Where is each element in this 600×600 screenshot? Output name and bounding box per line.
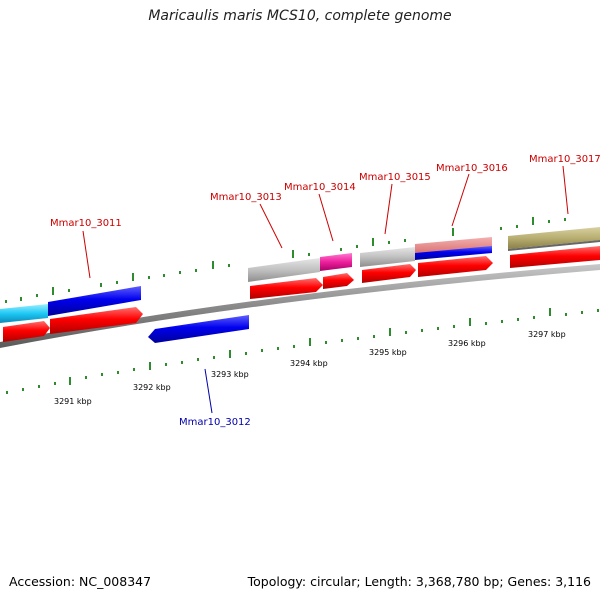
feature-track — [0, 227, 600, 323]
gene-label-3016[interactable]: Mmar10_3016 — [436, 163, 508, 174]
feature-magenta-3014[interactable] — [320, 253, 352, 271]
gene-red-3015[interactable] — [362, 264, 416, 283]
feature-olive-underline — [508, 240, 600, 251]
gene-label-3014[interactable]: Mmar10_3014 — [284, 182, 356, 193]
ruler-label-3293: 3293 kbp — [211, 370, 249, 379]
gene-red-3013[interactable] — [250, 278, 323, 299]
gene-red-3014[interactable] — [323, 273, 354, 289]
genome-title: Maricaulis maris MCS10, complete genome — [148, 8, 452, 24]
outer-ruler-ticks — [5, 217, 566, 303]
feature-blue-3011[interactable] — [48, 286, 141, 316]
ruler-label-3295: 3295 kbp — [369, 348, 407, 357]
feature-cyan[interactable] — [0, 304, 48, 323]
leader-3015 — [384, 183, 393, 235]
gene-label-3013[interactable]: Mmar10_3013 — [210, 192, 282, 203]
gene-red-3011[interactable] — [50, 307, 143, 334]
genome-summary-text: Topology: circular; Length: 3,368,780 bp… — [247, 574, 591, 589]
leader-3013 — [259, 203, 283, 249]
ruler-label-3296: 3296 kbp — [448, 339, 486, 348]
forward-genes — [3, 246, 600, 342]
ruler-label-3297: 3297 kbp — [528, 330, 566, 339]
feature-pink-3016[interactable] — [415, 237, 492, 254]
leader-3016 — [451, 173, 470, 227]
leader-3017 — [562, 165, 569, 215]
gene-blue-3012[interactable] — [148, 315, 249, 343]
leader-3011 — [82, 230, 91, 279]
gene-label-3011[interactable]: Mmar10_3011 — [50, 218, 122, 229]
feature-blue-3016[interactable] — [415, 246, 492, 260]
inner-ruler-ticks — [6, 308, 599, 394]
gene-label-3017[interactable]: Mmar10_3017 — [529, 154, 600, 165]
gene-label-3012[interactable]: Mmar10_3012 — [179, 417, 251, 428]
genome-backbone — [0, 264, 600, 348]
feature-olive-3017[interactable] — [508, 227, 600, 249]
ruler-label-3294: 3294 kbp — [290, 359, 328, 368]
gene-label-3015[interactable]: Mmar10_3015 — [359, 172, 431, 183]
gene-red-1[interactable] — [3, 321, 50, 342]
feature-gray-3015[interactable] — [360, 247, 415, 267]
ruler-label-3291: 3291 kbp — [54, 397, 92, 406]
gene-red-3016[interactable] — [418, 256, 493, 277]
feature-gray-3013[interactable] — [248, 258, 320, 282]
accession-text: Accession: NC_008347 — [9, 574, 152, 589]
ruler-label-3292: 3292 kbp — [133, 383, 171, 392]
leader-3012 — [204, 368, 213, 414]
leader-3014 — [318, 193, 334, 242]
gene-red-3017[interactable] — [510, 246, 600, 268]
